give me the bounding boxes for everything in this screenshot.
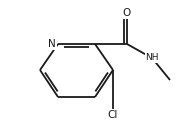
Text: O: O (123, 8, 131, 18)
Text: N: N (48, 39, 56, 49)
Text: Cl: Cl (108, 110, 118, 120)
Text: NH: NH (145, 54, 159, 63)
